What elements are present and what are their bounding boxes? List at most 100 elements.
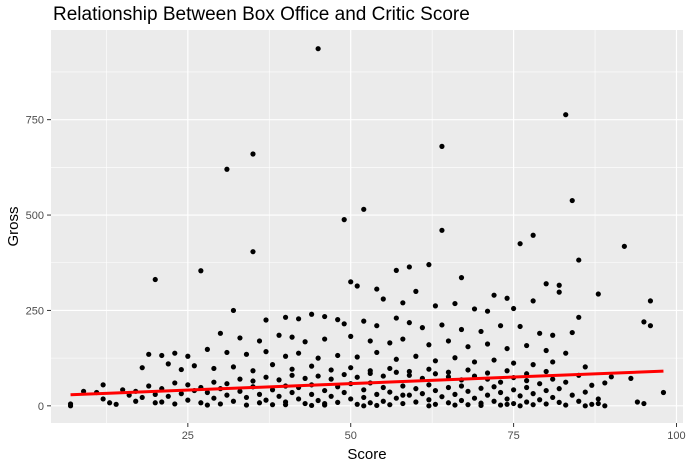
data-point <box>217 330 224 336</box>
data-point <box>387 365 393 372</box>
data-point <box>250 378 256 384</box>
data-point <box>471 306 478 312</box>
data-point <box>309 363 315 369</box>
data-point <box>387 340 393 346</box>
data-point <box>374 349 380 356</box>
data-point <box>497 389 504 396</box>
data-point <box>478 328 484 335</box>
x-axis-title: Score <box>347 446 386 463</box>
data-point <box>165 361 171 367</box>
data-point <box>634 399 640 405</box>
data-point <box>413 288 419 294</box>
data-point <box>230 398 237 404</box>
data-point <box>172 380 178 386</box>
data-point <box>191 363 197 369</box>
data-point <box>452 402 458 408</box>
data-point <box>250 151 256 157</box>
y-tick-label: 750 <box>26 115 44 127</box>
data-point <box>465 402 471 408</box>
data-point <box>471 359 478 365</box>
data-point <box>471 395 478 401</box>
data-point <box>589 382 595 388</box>
data-point <box>569 392 575 398</box>
data-point <box>380 373 386 379</box>
data-point <box>595 396 601 402</box>
data-point <box>374 391 380 397</box>
data-point <box>524 384 530 391</box>
data-point <box>256 391 263 397</box>
data-point <box>576 398 582 404</box>
data-point <box>139 394 145 401</box>
data-point <box>576 314 582 320</box>
data-point <box>543 368 549 375</box>
data-point <box>400 400 406 407</box>
data-point <box>289 334 295 340</box>
data-point <box>380 398 386 404</box>
data-point <box>178 391 184 397</box>
data-point <box>159 352 165 359</box>
data-point <box>569 197 575 204</box>
data-point <box>563 379 569 385</box>
data-point <box>269 362 276 368</box>
data-point <box>367 338 373 344</box>
data-point <box>458 383 465 389</box>
data-point <box>361 387 367 393</box>
data-point <box>400 383 406 389</box>
data-point <box>550 376 556 382</box>
data-point <box>361 403 367 409</box>
data-point <box>400 336 406 342</box>
data-point <box>387 402 393 408</box>
data-point <box>374 286 380 292</box>
data-point <box>276 332 282 338</box>
data-point <box>289 389 295 396</box>
data-point <box>322 400 328 407</box>
data-point <box>491 398 497 404</box>
data-point <box>537 381 543 387</box>
data-point <box>589 401 595 407</box>
data-point <box>335 316 341 323</box>
data-point <box>315 355 321 361</box>
data-point <box>387 389 393 395</box>
data-point <box>263 374 269 380</box>
data-point <box>439 227 445 233</box>
data-point <box>602 380 608 386</box>
data-point <box>413 386 419 392</box>
y-tick-label: 500 <box>26 210 44 222</box>
data-point <box>569 329 575 336</box>
data-point <box>576 257 582 263</box>
data-point <box>113 401 119 407</box>
data-point <box>295 396 302 402</box>
data-point <box>120 387 126 393</box>
data-point <box>465 367 471 373</box>
plot-panel <box>51 30 683 423</box>
data-point <box>478 402 484 409</box>
data-point <box>413 353 419 359</box>
data-point <box>263 397 269 403</box>
data-point <box>484 308 491 314</box>
x-tick-label: 50 <box>345 430 357 442</box>
data-point <box>393 267 399 273</box>
data-point <box>374 323 380 329</box>
data-point <box>426 403 432 409</box>
data-point <box>530 362 536 368</box>
data-point <box>322 313 328 320</box>
data-point <box>517 403 523 409</box>
data-point <box>309 402 315 409</box>
data-point <box>458 326 465 333</box>
data-point <box>152 400 158 406</box>
data-point <box>432 371 439 377</box>
data-point <box>517 323 523 330</box>
data-point <box>152 391 158 397</box>
data-point <box>374 402 380 409</box>
data-point <box>452 391 458 397</box>
data-point <box>276 377 282 383</box>
data-point <box>445 400 452 406</box>
data-point <box>406 372 412 378</box>
data-point <box>185 353 191 359</box>
data-point <box>361 394 367 401</box>
data-point <box>152 276 158 283</box>
data-point <box>146 383 152 389</box>
data-point <box>530 232 536 238</box>
data-point <box>537 330 543 336</box>
